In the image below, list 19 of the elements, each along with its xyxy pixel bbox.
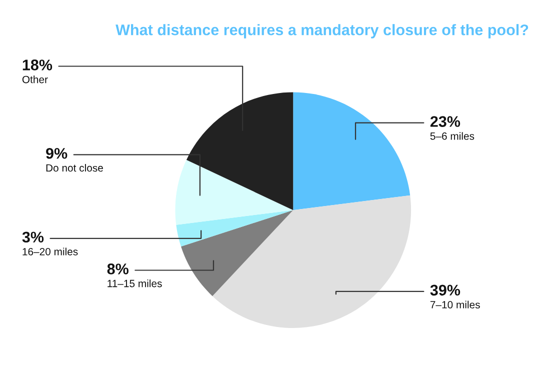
pie-slice <box>175 160 294 225</box>
slice-label: 11–15 miles <box>108 280 162 288</box>
chart-title: What distance requires a mandatory closure of the pool? <box>116 24 528 38</box>
slice-label: 5–6 miles <box>430 132 474 140</box>
pie-slice <box>176 210 294 247</box>
data-label: 8% <box>107 264 129 274</box>
data-label: 23% <box>430 116 460 127</box>
slice-label: 7–10 miles <box>430 300 480 308</box>
pie-slice <box>293 92 410 210</box>
pie-slice <box>180 210 294 296</box>
pie-slice <box>186 92 294 210</box>
data-label: 9% <box>46 148 68 159</box>
slice-label: 16–20 miles <box>22 248 78 256</box>
pie-slice <box>212 195 412 328</box>
slice-label: Other <box>22 76 48 84</box>
data-label: 18% <box>22 60 52 70</box>
data-label: 39% <box>430 284 460 296</box>
data-label: 3% <box>22 232 44 243</box>
slice-label: Do not close <box>46 164 103 172</box>
